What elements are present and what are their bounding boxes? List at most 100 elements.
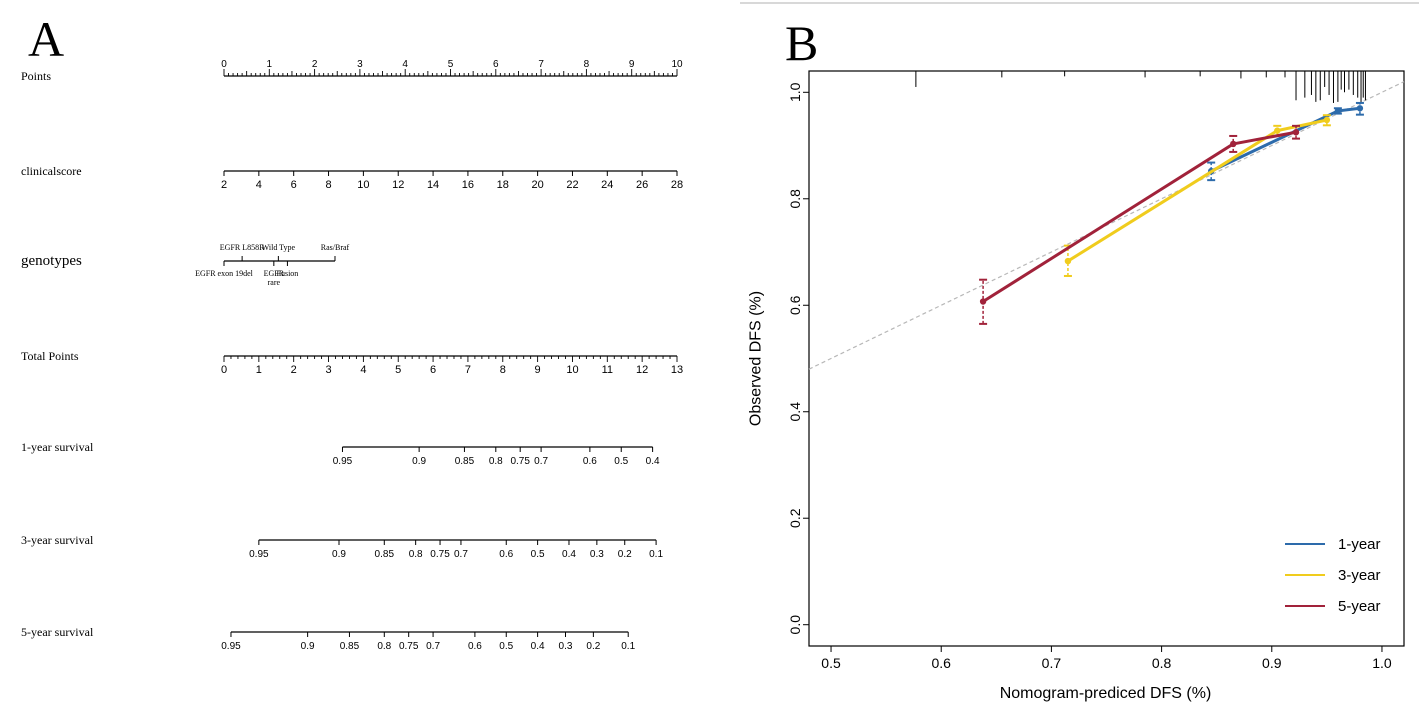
y-tick-label: 1.0 xyxy=(787,82,803,102)
panel-b-letter: B xyxy=(785,15,818,71)
clinicalscore-tick-label: 16 xyxy=(462,179,474,191)
survival-tick-label: 0.5 xyxy=(531,549,545,560)
clinicalscore-tick-label: 28 xyxy=(671,179,683,191)
points-tick-label: 9 xyxy=(629,59,635,70)
x-axis-label: Nomogram-prediced DFS (%) xyxy=(1000,685,1212,702)
total-points-tick-label: 1 xyxy=(256,364,262,376)
total-points-tick-label: 12 xyxy=(636,364,648,376)
genotype-label: rare xyxy=(268,278,281,287)
row-label: genotypes xyxy=(21,253,82,269)
points-tick-label: 3 xyxy=(357,59,363,70)
survival-tick-label: 0.5 xyxy=(614,456,628,467)
clinicalscore-tick-label: 22 xyxy=(566,179,578,191)
data-point xyxy=(1292,129,1300,136)
total-points-tick-label: 9 xyxy=(535,364,541,376)
points-tick-label: 1 xyxy=(267,59,273,70)
total-points-tick-label: 5 xyxy=(395,364,401,376)
x-tick-label: 1.0 xyxy=(1372,655,1392,671)
survival-tick-label: 0.8 xyxy=(409,549,423,560)
total-points-tick-label: 0 xyxy=(221,364,227,376)
y-tick-label: 0.8 xyxy=(787,189,803,209)
survival-tick-label: 0.4 xyxy=(531,641,545,652)
clinicalscore-tick-label: 18 xyxy=(497,179,509,191)
clinicalscore-tick-label: 2 xyxy=(221,179,227,191)
plot-frame xyxy=(808,70,1405,647)
survival-tick-label: 0.95 xyxy=(221,641,241,652)
legend-label: 1-year xyxy=(1338,536,1381,553)
survival-tick-label: 0.75 xyxy=(510,456,530,467)
clinicalscore-tick-label: 6 xyxy=(291,179,297,191)
row-label: clinicalscore xyxy=(21,164,82,178)
panel-a-letter: A xyxy=(28,11,64,67)
clinicalscore-tick-label: 26 xyxy=(636,179,648,191)
row-label: 5-year survival xyxy=(21,625,94,639)
genotype-label: Fusion xyxy=(277,269,299,278)
points-tick-label: 2 xyxy=(312,59,318,70)
total-points-tick-label: 3 xyxy=(325,364,331,376)
y-tick-label: 0.4 xyxy=(787,402,803,422)
legend-label: 3-year xyxy=(1338,567,1381,584)
genotype-label: EGFR exon 19del xyxy=(195,269,254,278)
data-point xyxy=(1334,107,1342,115)
y-tick-label: 0.6 xyxy=(787,295,803,315)
total-points-tick-label: 13 xyxy=(671,364,683,376)
total-points-tick-label: 7 xyxy=(465,364,471,376)
series-line xyxy=(1067,118,1328,263)
y-axis-label: Observed DFS (%) xyxy=(748,291,765,426)
total-points-tick-label: 11 xyxy=(602,364,613,376)
survival-tick-label: 0.2 xyxy=(586,641,600,652)
genotype-label: Wild Type xyxy=(262,243,296,252)
calibration-plot-panel: B 0.5 0.6 0.7 0.8 0.9 1.0 0.0 0.2 0.4 0.6 0.8 1.0 No… xyxy=(740,2,1419,702)
clinicalscore-tick-label: 4 xyxy=(256,179,262,191)
survival-tick-label: 0.9 xyxy=(412,456,426,467)
survival-tick-label: 0.85 xyxy=(340,641,360,652)
x-tick-label: 0.5 xyxy=(821,655,841,671)
data-point xyxy=(1230,140,1237,148)
survival-tick-label: 0.95 xyxy=(333,456,353,467)
clinicalscore-tick-label: 24 xyxy=(601,179,613,191)
row-label: 1-year survival xyxy=(21,440,94,454)
points-tick-label: 8 xyxy=(584,59,590,70)
y-tick-label: 0.2 xyxy=(787,508,803,528)
points-tick-label: 5 xyxy=(448,59,454,70)
survival-tick-label: 0.7 xyxy=(426,641,440,652)
survival-tick-label: 0.6 xyxy=(468,641,482,652)
total-points-tick-label: 6 xyxy=(430,364,436,376)
survival-tick-label: 0.4 xyxy=(646,456,660,467)
survival-tick-label: 0.6 xyxy=(499,549,513,560)
survival-tick-label: 0.5 xyxy=(499,641,513,652)
data-point xyxy=(1356,105,1364,112)
points-tick-label: 0 xyxy=(221,59,227,70)
survival-tick-label: 0.6 xyxy=(583,456,597,467)
survival-tick-label: 0.1 xyxy=(621,641,635,652)
survival-tick-label: 0.75 xyxy=(430,549,450,560)
survival-tick-label: 0.85 xyxy=(375,549,395,560)
survival-tick-label: 0.7 xyxy=(454,549,468,560)
y-tick-label: 0.0 xyxy=(787,615,803,635)
points-tick-label: 6 xyxy=(493,59,499,70)
survival-tick-label: 0.8 xyxy=(489,456,503,467)
survival-tick-label: 0.3 xyxy=(590,549,604,560)
total-points-tick-label: 4 xyxy=(360,364,366,376)
points-tick-label: 4 xyxy=(402,59,408,70)
clinicalscore-tick-label: 12 xyxy=(392,179,404,191)
survival-tick-label: 0.75 xyxy=(399,641,419,652)
points-tick-label: 7 xyxy=(538,59,544,70)
clinicalscore-tick-label: 20 xyxy=(531,179,543,191)
genotype-label: Ras/Braf xyxy=(321,243,350,252)
nomogram-panel: A Points clinicalscore genotypes Total Poin… xyxy=(21,11,683,652)
genotype-label: EGFR L858R xyxy=(220,243,265,252)
x-tick-label: 0.9 xyxy=(1262,655,1282,671)
row-label: Total Points xyxy=(21,349,79,363)
survival-tick-label: 0.2 xyxy=(618,549,632,560)
survival-tick-label: 0.9 xyxy=(332,549,346,560)
data-point xyxy=(1323,116,1331,124)
survival-tick-label: 0.7 xyxy=(534,456,548,467)
points-tick-label: 10 xyxy=(671,59,683,70)
total-points-tick-label: 2 xyxy=(291,364,297,376)
data-point xyxy=(979,298,987,305)
x-tick-label: 0.7 xyxy=(1042,655,1062,671)
data-point xyxy=(1064,257,1072,265)
legend-label: 5-year xyxy=(1338,598,1381,615)
